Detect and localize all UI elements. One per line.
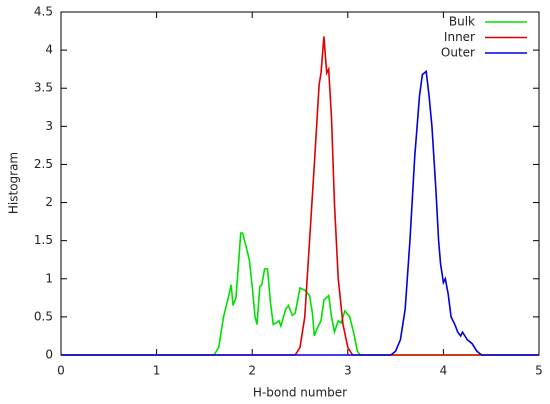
y-tick-label: 0: [45, 348, 53, 362]
x-axis-label: H-bond number: [253, 386, 347, 400]
y-tick-label: 1.5: [34, 233, 53, 247]
x-tick-label: 4: [440, 364, 448, 378]
x-tick-label: 3: [344, 364, 352, 378]
y-tick-label: 3.5: [34, 81, 53, 95]
legend-label: Outer: [441, 46, 475, 60]
x-tick-label: 0: [57, 364, 65, 378]
x-tick-label: 5: [535, 364, 543, 378]
legend-label: Inner: [444, 30, 475, 44]
y-tick-label: 3: [45, 119, 53, 133]
legend-label: Bulk: [449, 15, 475, 29]
y-tick-label: 2: [45, 195, 53, 209]
series-line: [61, 69, 539, 356]
series-line: [61, 232, 539, 356]
x-tick-label: 2: [248, 364, 256, 378]
plot-frame: [60, 11, 540, 356]
x-tick-label: 1: [153, 364, 161, 378]
series-line: [61, 36, 539, 356]
y-axis-label: Histogram: [7, 152, 21, 214]
y-tick-label: 4.5: [34, 5, 53, 19]
y-tick-label: 0.5: [34, 309, 53, 323]
y-tick-label: 2.5: [34, 157, 53, 171]
y-tick-label: 4: [45, 43, 53, 57]
y-tick-label: 1: [45, 271, 53, 285]
